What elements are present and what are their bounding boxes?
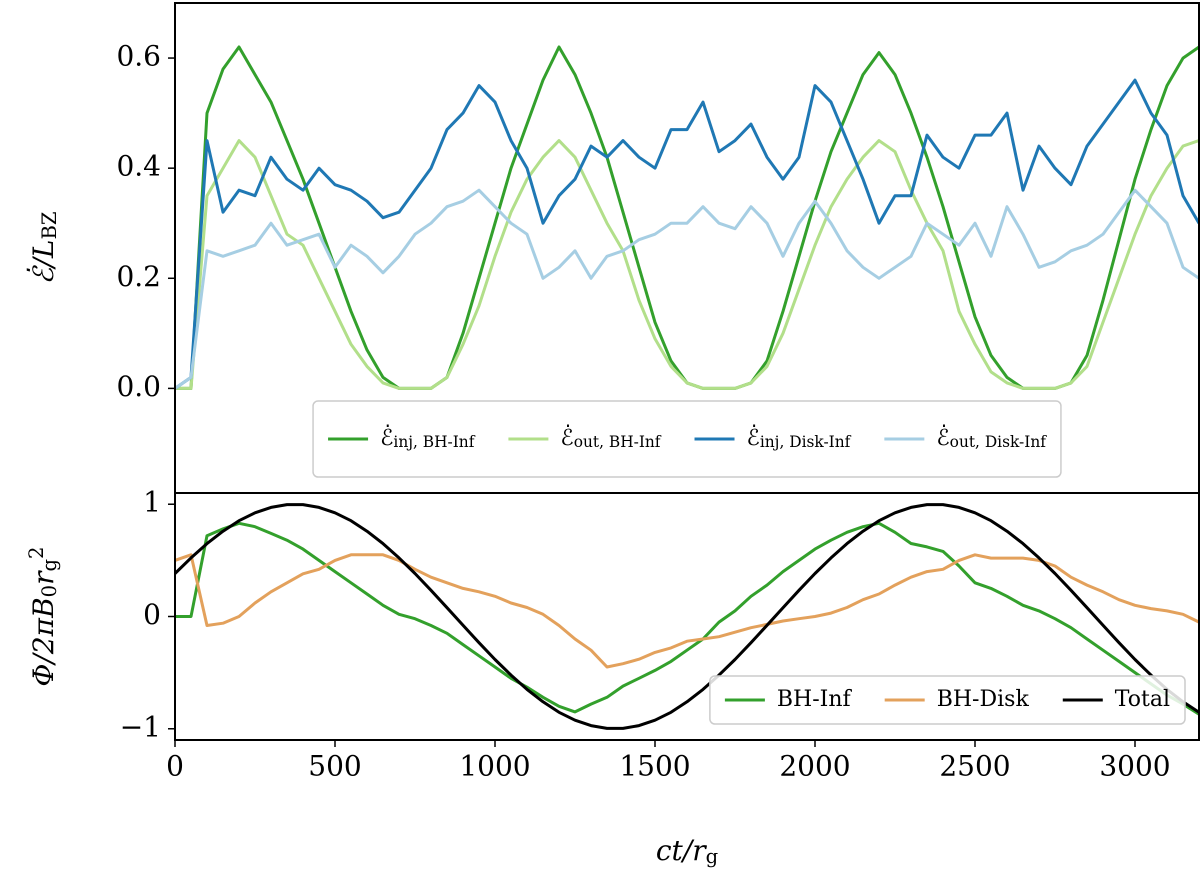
x-tick-label: 500 bbox=[308, 750, 361, 783]
x-tick-label: 3000 bbox=[1099, 750, 1170, 783]
y-tick-label: 1 bbox=[143, 486, 161, 519]
series-line bbox=[175, 521, 1199, 716]
series-line bbox=[175, 188, 1199, 390]
series-group bbox=[175, 503, 1199, 730]
legend-label: BH-Inf bbox=[777, 687, 853, 712]
legend-label: ℰ̇out, BH-Inf bbox=[560, 424, 661, 451]
x-axis-label: ct/rg bbox=[656, 834, 718, 868]
y-tick-label: 0.0 bbox=[116, 370, 161, 403]
legend: BH-Inf BH-Disk Total bbox=[709, 675, 1186, 725]
x-tick-label: 0 bbox=[166, 750, 184, 783]
series-line bbox=[175, 139, 1199, 390]
legend-frame bbox=[312, 400, 1062, 478]
x-tick-label: 1000 bbox=[459, 750, 530, 783]
y-tick-label: −1 bbox=[120, 710, 161, 743]
legend-label: Total bbox=[1115, 687, 1170, 712]
series-line bbox=[175, 553, 1199, 669]
y-tick-label: 0.4 bbox=[116, 150, 161, 183]
series-line bbox=[175, 503, 1199, 730]
legend-frame bbox=[709, 675, 1186, 725]
y-tick-label: 0 bbox=[143, 598, 161, 631]
legend-label: BH-Disk bbox=[937, 687, 1030, 712]
plot-frame bbox=[174, 492, 1200, 741]
legend-label: ℰ̇inj, BH-Inf bbox=[380, 424, 476, 451]
x-tick-label: 2500 bbox=[939, 750, 1010, 783]
y-tick-label: 0.6 bbox=[116, 40, 161, 73]
y-axis-label: ℰ̇/LBZ bbox=[25, 212, 60, 285]
y-tick-label: 0.2 bbox=[116, 260, 161, 293]
series-group bbox=[175, 45, 1199, 390]
legend-label: ℰ̇inj, Disk-Inf bbox=[747, 424, 852, 451]
legend: ℰ̇inj, BH-Inf ℰ̇out, BH-Inf ℰ̇inj, Disk-In… bbox=[312, 400, 1062, 478]
x-tick-label: 2000 bbox=[779, 750, 850, 783]
series-line bbox=[175, 78, 1199, 390]
y-axis-label: Φ/2πB0rg2 bbox=[25, 546, 61, 686]
x-tick-label: 1500 bbox=[619, 750, 690, 783]
legend-label: ℰ̇out, Disk-Inf bbox=[936, 424, 1047, 451]
